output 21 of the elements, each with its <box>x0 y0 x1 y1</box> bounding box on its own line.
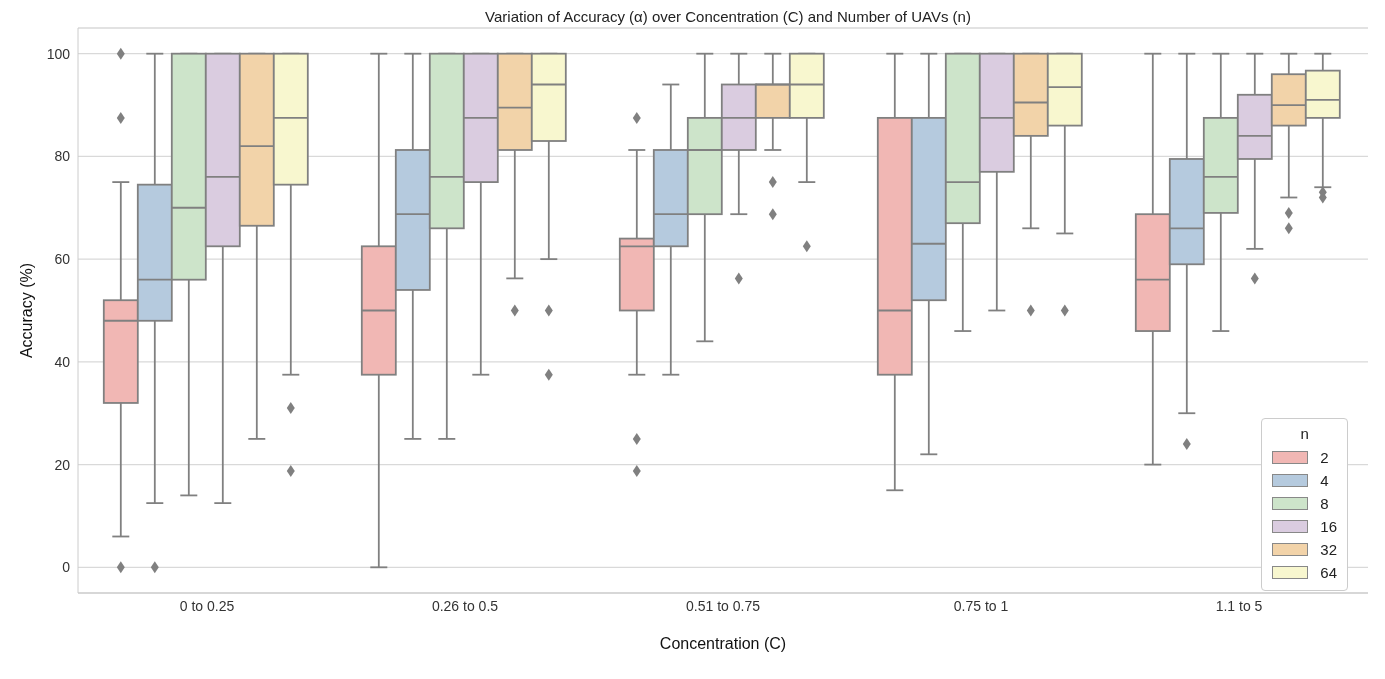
y-tick-label: 20 <box>54 456 71 473</box>
y-tick-label: 0 <box>62 559 71 576</box>
legend-label: 64 <box>1320 564 1337 581</box>
chart-title: Variation of Accuracy (α) over Concentration (C) and Number of UAVs (n) <box>485 8 971 25</box>
y-tick-label: 80 <box>54 148 71 165</box>
y-axis-title: Accuracy (%) <box>17 262 35 359</box>
x-tick-label: 0 to 0.25 <box>179 597 235 614</box>
x-axis-title: Concentration (C) <box>659 635 787 652</box>
legend-label: 16 <box>1320 518 1337 535</box>
legend-label: 4 <box>1320 472 1329 489</box>
legend-title: n <box>1299 425 1310 442</box>
y-tick-label: 100 <box>46 45 71 62</box>
legend-label: 32 <box>1320 541 1337 558</box>
x-tick-label: 0.75 to 1 <box>953 597 1009 614</box>
legend-label: 8 <box>1320 495 1329 512</box>
y-tick-label: 40 <box>54 353 71 370</box>
y-tick-label: 60 <box>54 251 71 268</box>
x-tick-label: 0.26 to 0.5 <box>431 597 499 614</box>
x-tick-label: 1.1 to 5 <box>1215 597 1263 614</box>
legend-label: 2 <box>1320 449 1329 466</box>
x-tick-label: 0.51 to 0.75 <box>686 597 761 614</box>
